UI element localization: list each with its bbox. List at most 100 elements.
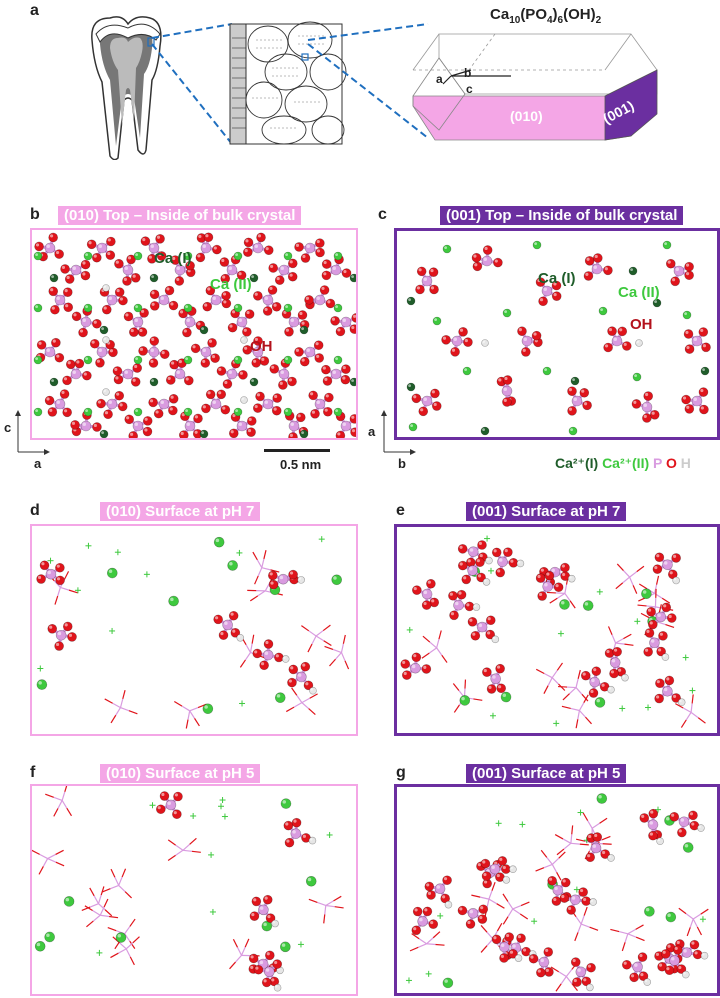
oxygen-atom: [274, 275, 285, 285]
oxygen-atom: [272, 959, 283, 969]
oxygen-atom: [123, 311, 134, 322]
oxygen-atom: [321, 364, 331, 375]
oxygen-atom: [122, 276, 132, 286]
oxygen-atom: [268, 579, 279, 590]
oxygen-atom: [493, 257, 503, 268]
calcium-I-atom: [49, 377, 59, 387]
phosphorus-atom: [45, 568, 57, 580]
phosphorus-atom: [184, 316, 196, 328]
phosphorus-atom: [44, 242, 56, 254]
enamel-rods-illustration: [229, 21, 347, 145]
oxygen-atom: [609, 668, 619, 679]
phosphorus-atom: [673, 265, 685, 277]
oxygen-atom: [80, 259, 91, 270]
hydrogen-atom: [102, 336, 110, 344]
oxygen-atom: [617, 326, 628, 337]
calcium-II-atom: [133, 407, 143, 417]
calcium-I-atom: [199, 429, 209, 438]
oxygen-atom: [149, 289, 160, 300]
panel-c-ca2-label: Ca (II): [618, 284, 660, 301]
oxygen-atom: [117, 401, 128, 412]
panel-d-label: d: [30, 502, 40, 519]
oxygen-atom: [415, 284, 425, 295]
hydrogen-atom: [491, 635, 500, 644]
oxygen-atom: [424, 881, 435, 892]
phosphorus-atom: [669, 955, 680, 966]
phosphorus-atom: [158, 294, 170, 306]
oxygen-atom: [643, 647, 653, 657]
hydrogen-atom: [589, 898, 597, 906]
oxygen-atom: [62, 621, 73, 632]
phosphorus-atom: [467, 908, 479, 919]
phosphorus-atom: [340, 316, 352, 328]
phosphorus-atom: [290, 828, 302, 839]
oxygen-atom: [464, 601, 475, 612]
calcium-atom: [682, 842, 694, 853]
calcium-atom: [115, 932, 127, 943]
oxygen-atom: [60, 264, 70, 274]
hydrogen-atom: [297, 576, 305, 584]
oxygen-atom: [612, 646, 622, 657]
phosphorus-atom: [421, 275, 433, 287]
panel-b-axis-c: c: [4, 420, 12, 435]
calcium-I-atom: [99, 429, 109, 438]
oxygen-atom: [402, 670, 412, 680]
oxygen-atom: [310, 409, 320, 419]
phosphorus-atom: [569, 894, 581, 906]
oxygen-atom: [114, 390, 125, 401]
phosphorus-atom: [278, 264, 290, 276]
oxygen-atom: [50, 304, 60, 315]
hydrogen-atom: [271, 919, 279, 928]
oxygen-atom: [91, 252, 102, 263]
oxygen-atom: [112, 366, 123, 376]
oxygen-atom: [304, 295, 314, 305]
oxygen-atom: [701, 342, 711, 353]
phosphorus-atom: [165, 799, 177, 811]
calcium-atom: [280, 941, 291, 953]
calcium-II-atom: [33, 355, 43, 365]
oxygen-atom: [431, 401, 442, 411]
oxygen-atom: [591, 666, 602, 677]
calcium-II-atom: [233, 303, 243, 313]
calcium-atom: [202, 703, 214, 715]
phosphorus-atom: [54, 398, 66, 410]
legend-h: H: [680, 455, 691, 471]
hydrogen-atom: [677, 698, 686, 707]
phosphorus-atom: [158, 398, 170, 410]
calcium-I-atom: [149, 273, 159, 283]
oxygen-atom: [400, 659, 411, 669]
oxygen-atom: [242, 327, 252, 337]
oxygen-atom: [607, 326, 617, 336]
panel-c-frame: [394, 228, 720, 440]
scale-bar: [264, 449, 330, 452]
oxygen-atom: [288, 432, 298, 438]
panel-c-axis-a: a: [368, 424, 376, 439]
hydrogen-atom: [700, 951, 709, 960]
oxygen-atom: [227, 322, 238, 333]
oxygen-atom: [62, 407, 72, 418]
phosphorus-atom: [55, 629, 67, 641]
oxygen-atom: [195, 252, 206, 263]
oxygen-atom: [660, 949, 671, 959]
phosphorus-atom: [252, 242, 264, 254]
oxygen-atom: [172, 809, 182, 820]
phosphorus-atom: [499, 941, 510, 953]
phosphorus-atom: [314, 294, 326, 306]
calcium-I-atom: [406, 382, 416, 392]
oxygen-atom: [422, 906, 433, 917]
oxygen-atom: [259, 660, 269, 671]
calcium-II-atom: [83, 355, 93, 365]
hydrogen-atom: [697, 824, 705, 832]
phosphorus-atom: [96, 242, 108, 254]
phosphorus-atom: [304, 346, 316, 358]
calcium-II-atom: [283, 251, 293, 261]
oxygen-atom: [253, 291, 263, 301]
oxygen-atom: [142, 426, 153, 437]
oxygen-atom: [586, 962, 596, 973]
oxygen-atom: [132, 363, 143, 373]
calcium-II-atom: [442, 244, 452, 254]
calcium-I-atom: [700, 366, 710, 376]
oxygen-atom: [581, 896, 591, 906]
hydrogen-atom: [586, 983, 594, 992]
oxygen-atom: [148, 358, 159, 368]
